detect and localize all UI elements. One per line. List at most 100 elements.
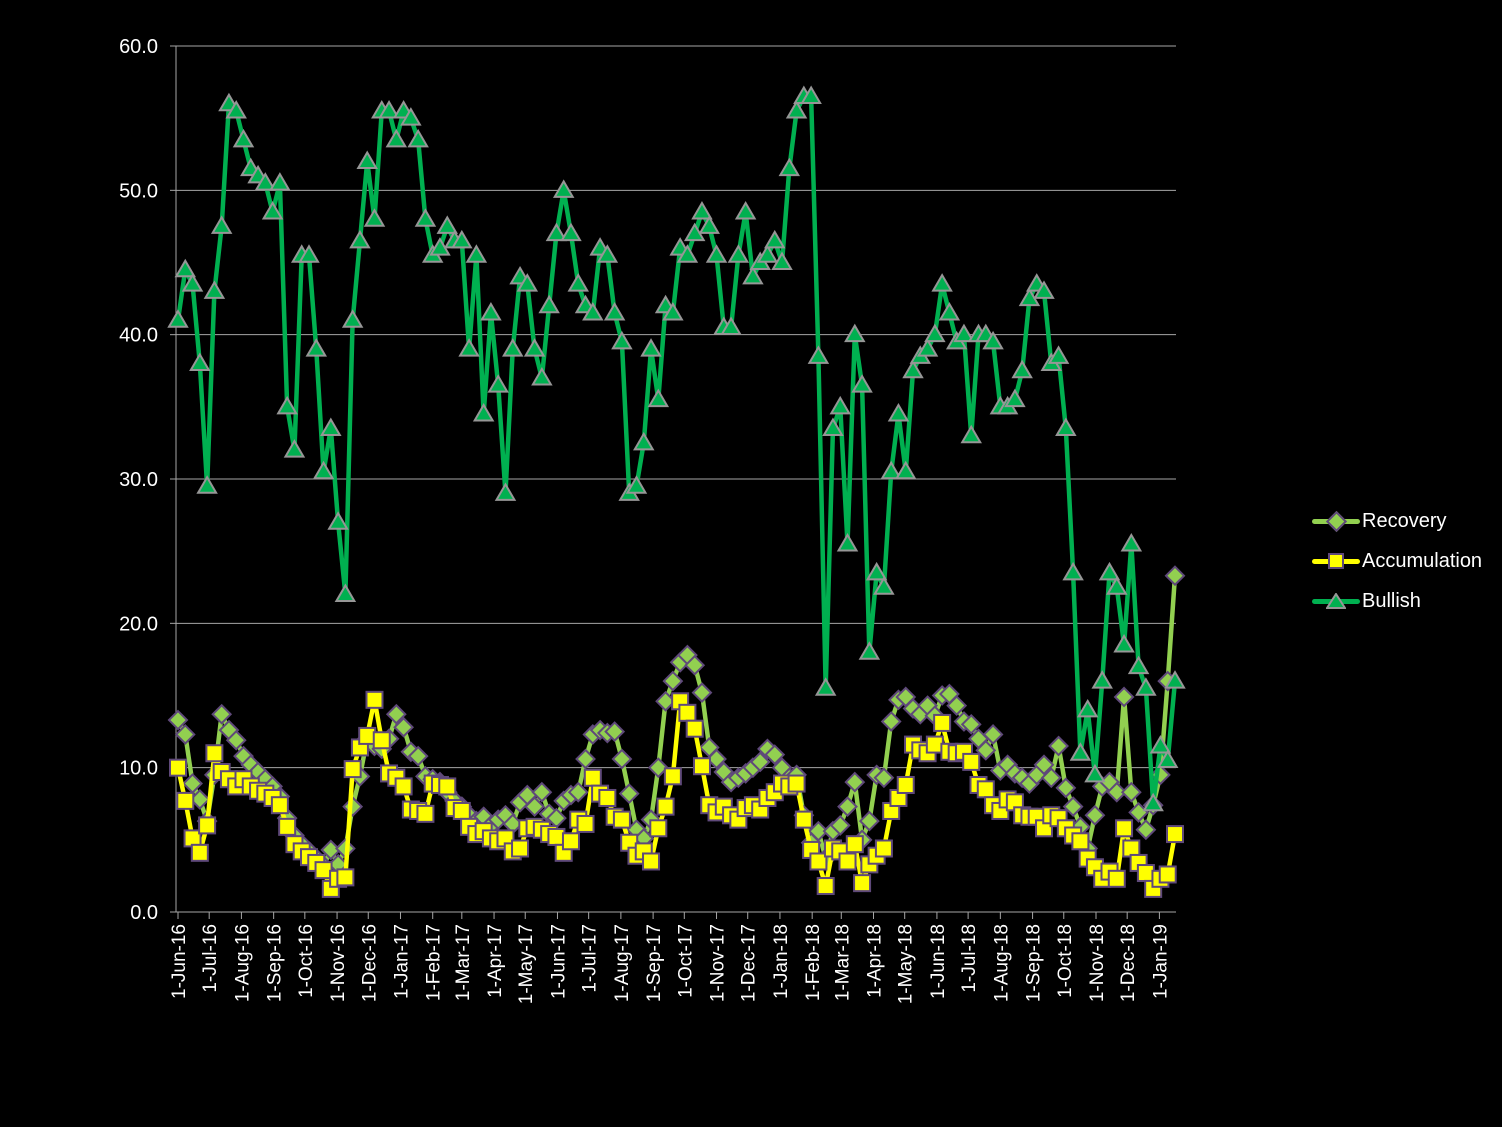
bullish-marker xyxy=(181,273,204,292)
bullish-marker xyxy=(873,576,895,595)
bullish-marker xyxy=(210,215,233,234)
accumulation-marker xyxy=(1158,865,1177,884)
legend-label: Recovery xyxy=(1362,509,1447,532)
x-tick-label: 1-Mar-18 xyxy=(832,924,853,1001)
bullish-marker xyxy=(327,511,349,530)
accumulation-marker xyxy=(933,713,952,732)
recovery-marker xyxy=(1113,686,1135,708)
recovery-marker xyxy=(1120,781,1142,803)
bullish-marker xyxy=(1164,670,1186,689)
bullish-marker xyxy=(625,475,648,494)
bullish-marker xyxy=(349,229,371,249)
bullish-marker xyxy=(472,403,495,422)
bullish-marker xyxy=(305,338,328,357)
recovery-marker xyxy=(1048,735,1069,757)
bullish-marker xyxy=(1055,417,1077,436)
accumulation-marker xyxy=(976,780,995,799)
bullish-marker xyxy=(298,244,320,263)
x-tick-label: 1-Jun-17 xyxy=(548,924,569,999)
bullish-marker xyxy=(836,532,859,552)
bullish-marker xyxy=(1047,345,1070,364)
bullish-marker xyxy=(400,107,422,126)
bullish-marker xyxy=(232,128,255,148)
accumulation-marker xyxy=(896,775,915,794)
accumulation-marker xyxy=(685,719,704,738)
bullish-marker xyxy=(596,244,619,263)
bullish-marker xyxy=(1120,532,1143,552)
accumulation-marker xyxy=(692,757,711,776)
bullish-marker xyxy=(189,352,211,372)
recovery-marker xyxy=(858,810,880,832)
recovery-marker xyxy=(182,773,203,794)
accumulation-marker xyxy=(176,791,195,810)
bullish-marker xyxy=(203,280,226,299)
bullish-marker xyxy=(691,200,713,220)
bullish-marker xyxy=(647,388,670,408)
bullish-marker xyxy=(764,229,786,249)
accumulation-marker xyxy=(169,758,187,777)
bullish-marker xyxy=(705,244,728,263)
bullish-marker xyxy=(800,85,822,105)
bullish-marker xyxy=(720,316,742,335)
bullish-marker xyxy=(261,200,284,220)
bullish-marker xyxy=(785,99,808,119)
y-tick-label: 40.0 xyxy=(119,325,158,347)
accumulation-marker xyxy=(1166,825,1184,844)
accumulation-marker xyxy=(656,797,675,816)
recovery-marker xyxy=(167,709,189,731)
accumulation-marker xyxy=(612,810,631,829)
accumulation-marker xyxy=(452,801,471,820)
x-tick-label: 1-Apr-17 xyxy=(485,924,506,998)
bullish-marker xyxy=(1113,633,1135,653)
bullish-marker xyxy=(844,323,866,343)
bullish-marker xyxy=(407,128,429,148)
bullish-marker xyxy=(858,641,881,660)
bullish-marker xyxy=(429,237,451,256)
bullish-marker xyxy=(385,128,408,148)
recovery-marker xyxy=(385,703,407,725)
bullish-marker xyxy=(196,475,218,494)
bullish-marker xyxy=(523,338,546,357)
bullish-marker xyxy=(807,345,830,364)
x-tick-label: 1-Nov-17 xyxy=(708,924,729,1002)
bullish-marker xyxy=(1084,763,1106,783)
recovery-marker xyxy=(211,703,233,725)
x-tick-label: 1-Aug-18 xyxy=(991,924,1012,1002)
legend-label: Accumulation xyxy=(1362,549,1483,572)
bullish-marker xyxy=(560,222,582,242)
accumulation-marker xyxy=(962,752,981,771)
bullish-marker xyxy=(640,338,662,357)
accumulation-marker xyxy=(205,744,224,763)
legend-label: Bullish xyxy=(1362,589,1421,612)
recovery-marker xyxy=(662,670,684,692)
bullish-marker xyxy=(1149,735,1172,754)
x-tick-label: 1-Jan-18 xyxy=(771,924,792,999)
bullish-marker xyxy=(931,273,953,292)
x-tick-label: 1-Apr-18 xyxy=(865,924,886,998)
bullish-marker xyxy=(887,403,910,422)
bullish-marker xyxy=(1011,359,1033,379)
bullish-marker xyxy=(436,215,458,234)
recovery-marker xyxy=(575,748,596,770)
bullish-marker xyxy=(480,302,502,321)
bullish-marker xyxy=(1156,749,1179,768)
accumulation-marker xyxy=(198,816,217,835)
y-tick-label: 10.0 xyxy=(119,758,158,780)
bullish-marker xyxy=(254,172,277,191)
bullish-marker xyxy=(451,229,473,249)
accumulation-marker xyxy=(816,877,835,896)
bullish-marker xyxy=(414,208,437,227)
recovery-marker xyxy=(844,771,866,793)
bullish-marker xyxy=(174,258,197,278)
recovery-marker xyxy=(618,783,640,805)
bullish-marker xyxy=(662,302,684,321)
recovery-marker xyxy=(1135,819,1157,841)
x-tick-label: 1-Nov-18 xyxy=(1087,924,1108,1002)
accumulation-marker xyxy=(511,839,530,858)
x-tick-label: 1-Sep-16 xyxy=(265,924,286,1002)
recovery-marker xyxy=(604,721,626,742)
bullish-triangle-icon xyxy=(1326,592,1346,609)
bullish-marker xyxy=(982,330,1004,350)
recovery-marker xyxy=(982,724,1004,745)
recovery-marker xyxy=(946,695,968,717)
